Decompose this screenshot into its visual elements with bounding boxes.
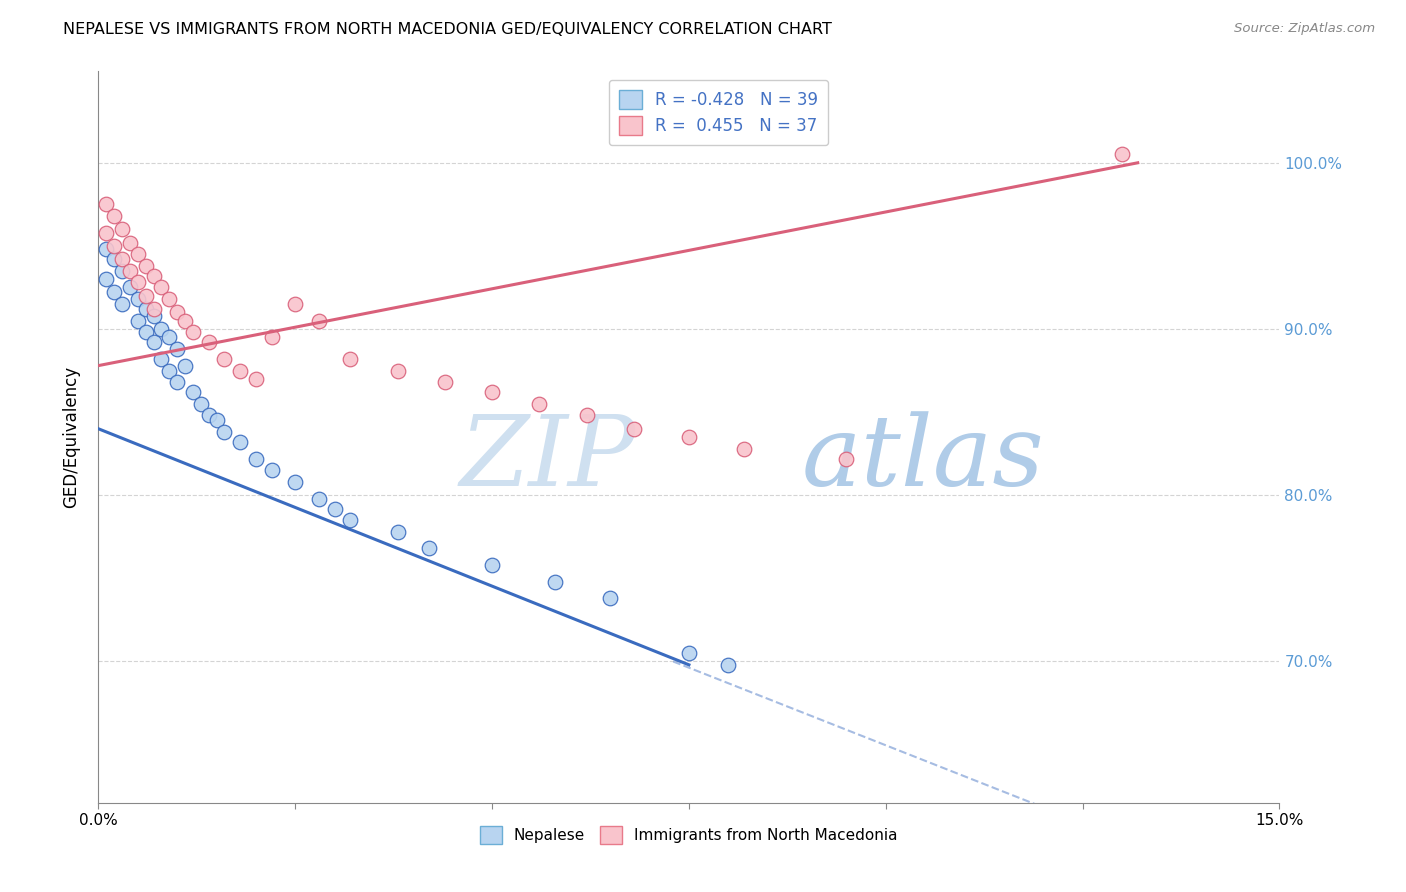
Point [135,259,157,273]
Point [150,280,173,294]
Point [111,264,134,278]
Point [96,242,118,256]
Point [835,451,858,466]
Point [118,235,141,250]
Point [96,197,118,211]
Y-axis label: GED/Equivalency: GED/Equivalency [62,366,80,508]
Point [103,209,125,223]
Point [181,326,204,340]
Point [387,363,409,377]
Point [150,322,173,336]
Point [197,409,219,423]
Point [260,330,283,344]
Point [260,463,283,477]
Point [1111,147,1133,161]
Point [418,541,440,556]
Legend: Nepalese, Immigrants from North Macedonia: Nepalese, Immigrants from North Macedoni… [474,820,904,850]
Point [214,351,236,366]
Point [111,222,134,236]
Point [544,574,567,589]
Point [181,385,204,400]
Point [678,646,700,660]
Point [229,363,252,377]
Point [135,301,157,317]
Point [214,425,236,439]
Point [323,501,346,516]
Point [623,422,645,436]
Point [127,276,149,290]
Point [166,342,188,356]
Point [678,430,700,444]
Point [157,292,180,306]
Point [142,301,165,317]
Point [717,657,740,672]
Point [245,372,267,386]
Text: atlas: atlas [801,411,1043,507]
Point [339,351,361,366]
Point [166,305,188,319]
Text: NEPALESE VS IMMIGRANTS FROM NORTH MACEDONIA GED/EQUIVALENCY CORRELATION CHART: NEPALESE VS IMMIGRANTS FROM NORTH MACEDO… [63,22,832,37]
Point [111,252,134,267]
Point [174,314,197,328]
Point [96,272,118,286]
Point [150,351,173,366]
Point [481,558,503,573]
Point [118,264,141,278]
Point [575,409,598,423]
Text: ZIP: ZIP [460,411,636,507]
Point [245,451,267,466]
Point [481,385,503,400]
Point [197,335,219,350]
Point [127,247,149,261]
Point [103,285,125,300]
Point [284,475,307,489]
Point [103,239,125,253]
Point [339,513,361,527]
Point [284,297,307,311]
Point [157,363,180,377]
Point [142,268,165,283]
Point [308,491,330,506]
Point [433,375,456,389]
Point [387,524,409,539]
Point [127,292,149,306]
Point [96,226,118,240]
Point [308,314,330,328]
Point [142,309,165,323]
Point [111,297,134,311]
Point [529,397,551,411]
Point [599,591,621,606]
Point [135,289,157,303]
Point [135,326,157,340]
Point [127,314,149,328]
Point [174,359,197,373]
Point [142,335,165,350]
Point [157,330,180,344]
Point [229,435,252,450]
Point [733,442,755,456]
Point [205,413,228,427]
Point [166,375,188,389]
Point [103,252,125,267]
Point [118,280,141,294]
Text: Source: ZipAtlas.com: Source: ZipAtlas.com [1234,22,1375,36]
Point [190,397,212,411]
